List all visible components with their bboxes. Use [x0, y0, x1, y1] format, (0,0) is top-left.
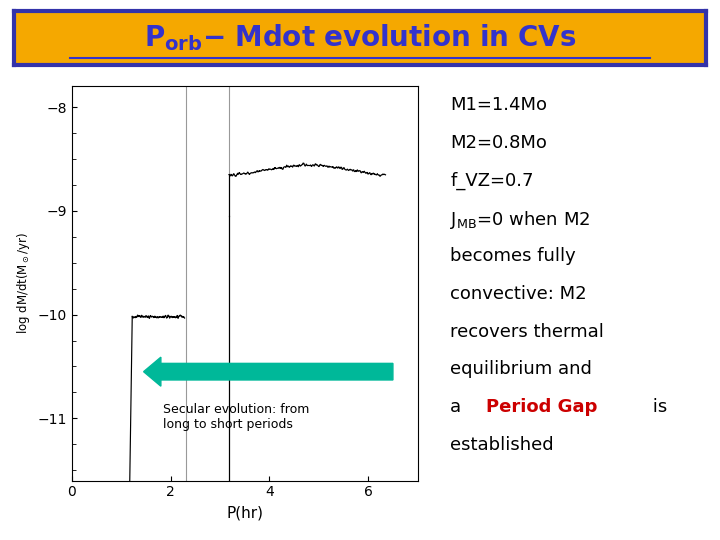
Text: recovers thermal: recovers thermal: [450, 323, 604, 341]
Text: established: established: [450, 436, 554, 454]
Text: $\mathbf{P_{orb}}$$\mathbf{-\ Mdot\ evolution\ in\ CVs}$: $\mathbf{P_{orb}}$$\mathbf{-\ Mdot\ evol…: [144, 22, 576, 53]
Text: convective: M2: convective: M2: [450, 285, 587, 303]
X-axis label: P(hr): P(hr): [226, 505, 264, 520]
Text: M2=0.8Mo: M2=0.8Mo: [450, 134, 547, 152]
Text: J$_{\rm MB}$=0 when M2: J$_{\rm MB}$=0 when M2: [450, 210, 590, 232]
FancyArrow shape: [143, 357, 393, 386]
Text: Secular evolution: from
long to short periods: Secular evolution: from long to short pe…: [163, 403, 310, 431]
Text: becomes fully: becomes fully: [450, 247, 576, 265]
Text: M1=1.4Mo: M1=1.4Mo: [450, 96, 547, 114]
Text: f_VZ=0.7: f_VZ=0.7: [450, 172, 534, 190]
Y-axis label: log dM/dt(M$_\odot$/yr): log dM/dt(M$_\odot$/yr): [15, 233, 32, 334]
Text: is: is: [647, 398, 667, 416]
Text: equilibrium and: equilibrium and: [450, 360, 592, 379]
Text: a: a: [450, 398, 467, 416]
Text: Period Gap: Period Gap: [486, 398, 597, 416]
